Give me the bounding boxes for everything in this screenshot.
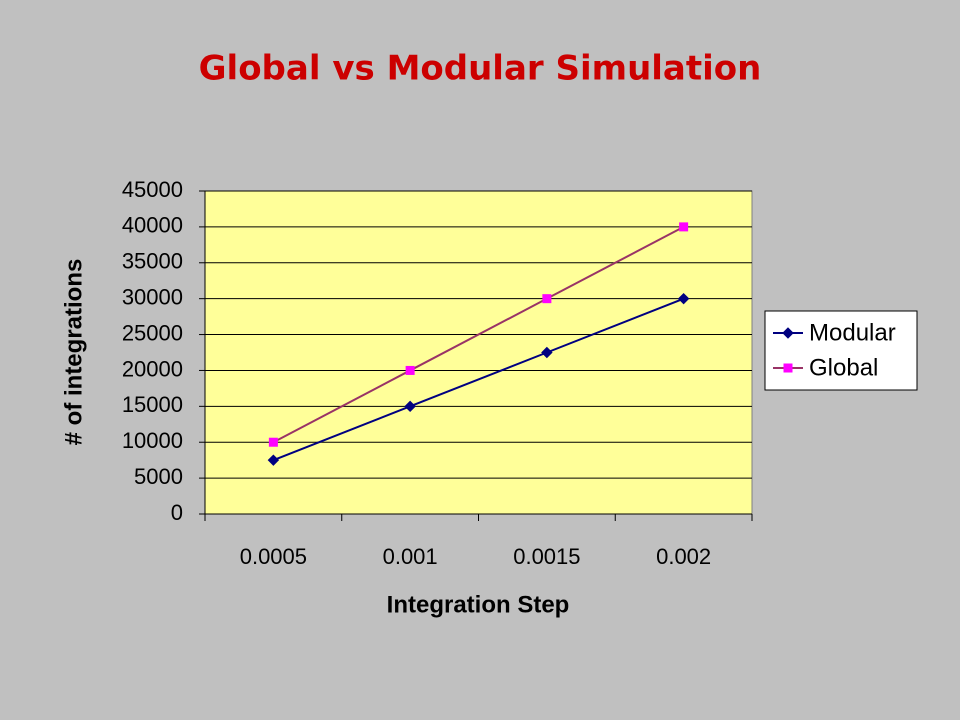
y-tick-label: 0	[171, 500, 183, 525]
series-line	[272, 226, 685, 444]
marker	[677, 292, 690, 305]
y-tick-label: 15000	[122, 392, 183, 417]
y-tick-label: 40000	[122, 213, 183, 238]
y-tick-label: 20000	[122, 356, 183, 381]
y-tick-label: 10000	[122, 428, 183, 453]
marker	[782, 327, 794, 339]
marker	[405, 365, 415, 375]
marker	[679, 222, 689, 232]
marker	[404, 400, 416, 413]
marker	[783, 363, 793, 373]
plot-area	[204, 190, 753, 515]
marker	[542, 294, 552, 304]
y-tick-label: 45000	[122, 177, 183, 202]
y-axis-title: # of integrations	[60, 259, 87, 446]
x-tick-label: 0.0005	[240, 544, 307, 569]
x-axis-title: Integration Step	[387, 591, 570, 618]
y-tick-label: 30000	[122, 284, 183, 309]
series-line	[273, 297, 684, 462]
marker	[268, 437, 278, 447]
y-tick-label: 25000	[122, 320, 183, 345]
legend-label: Modular	[809, 319, 896, 346]
legend-box	[764, 310, 918, 391]
legend-label: Global	[809, 354, 878, 381]
x-tick-label: 0.002	[656, 544, 711, 569]
chart-title: Global vs Modular Simulation	[199, 49, 762, 89]
marker	[541, 346, 553, 359]
x-tick-label: 0.001	[383, 544, 438, 569]
y-tick-label: 5000	[134, 464, 183, 489]
marker	[267, 454, 280, 466]
x-tick-label: 0.0015	[513, 544, 580, 569]
y-tick-label: 35000	[122, 249, 183, 274]
